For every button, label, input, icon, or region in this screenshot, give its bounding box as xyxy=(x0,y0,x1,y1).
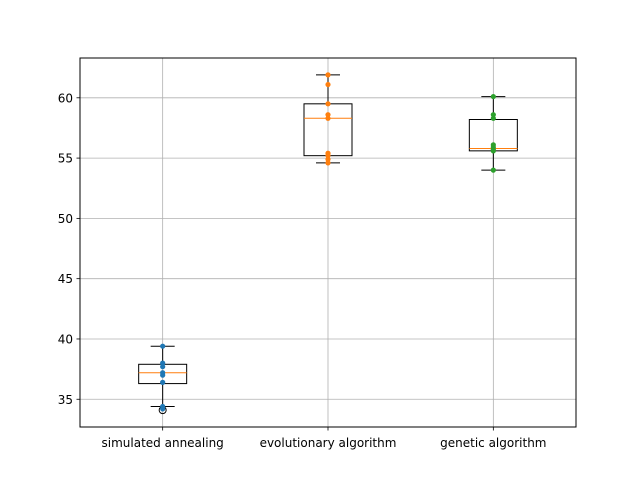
y-tick-label: 35 xyxy=(58,393,73,407)
y-tick-label: 50 xyxy=(58,212,73,226)
data-point xyxy=(490,93,496,100)
data-point xyxy=(325,101,331,107)
data-point xyxy=(325,112,331,118)
y-axis: 35 40 45 50 55 60 xyxy=(58,91,80,407)
data-point xyxy=(325,72,331,78)
data-point xyxy=(325,115,331,121)
y-tick-label: 55 xyxy=(58,152,73,166)
data-points xyxy=(160,72,496,412)
data-point xyxy=(160,379,166,385)
data-point xyxy=(160,364,166,370)
x-axis: simulated annealing evolutionary algorith… xyxy=(102,427,547,450)
data-point xyxy=(325,156,331,162)
x-tick-label: simulated annealing xyxy=(102,436,224,450)
data-point xyxy=(490,112,496,118)
y-tick-label: 45 xyxy=(58,272,73,286)
data-point xyxy=(490,148,496,154)
x-tick-label: genetic algorithm xyxy=(440,436,546,450)
data-point xyxy=(160,406,166,412)
y-tick-label: 40 xyxy=(58,332,73,346)
data-point xyxy=(325,81,331,88)
data-point xyxy=(160,372,166,378)
data-point xyxy=(325,153,331,159)
data-point xyxy=(490,115,496,121)
data-point xyxy=(325,160,331,166)
y-tick-label: 60 xyxy=(58,91,73,105)
x-tick-label: evolutionary algorithm xyxy=(260,436,397,450)
data-point xyxy=(490,167,496,173)
data-point xyxy=(160,343,166,349)
data-point xyxy=(160,360,166,366)
